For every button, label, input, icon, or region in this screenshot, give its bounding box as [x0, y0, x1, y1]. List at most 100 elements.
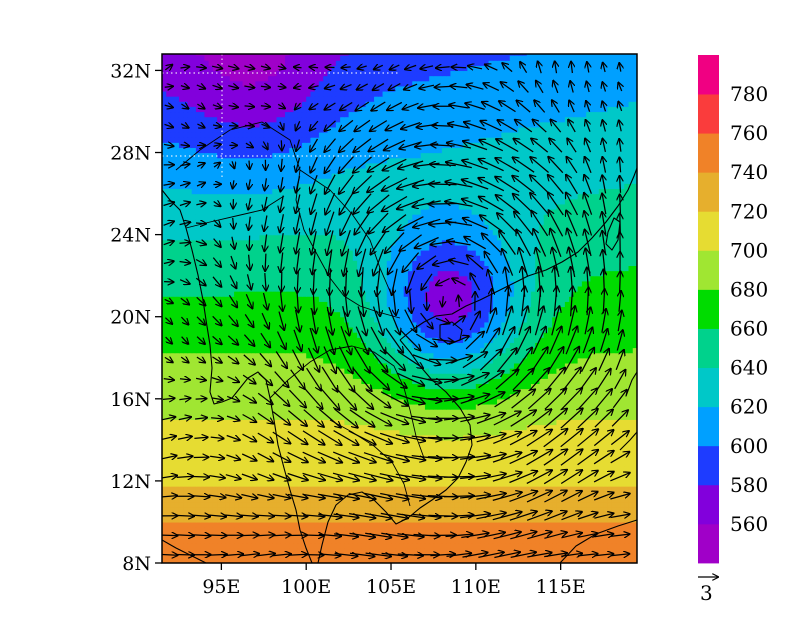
- contour-cell: [552, 383, 558, 390]
- contour-cell: [268, 537, 273, 544]
- contour-cell: [526, 357, 532, 364]
- contour-cell: [318, 506, 324, 513]
- contour-cell: [174, 444, 180, 451]
- contour-cell: [391, 403, 396, 410]
- contour-cell: [229, 455, 235, 461]
- contour-cell: [225, 537, 231, 544]
- contour-cell: [352, 393, 358, 400]
- contour-cell: [340, 434, 345, 441]
- contour-cell: [556, 527, 562, 533]
- contour-cell: [357, 501, 362, 508]
- contour-cell: [526, 393, 532, 400]
- contour-cell: [289, 393, 295, 400]
- contour-cell: [162, 342, 167, 349]
- contour-cell: [539, 403, 545, 410]
- contour-cell: [314, 439, 320, 446]
- contour-cell: [166, 424, 172, 431]
- contour-cell: [552, 393, 558, 400]
- contour-cell: [526, 450, 532, 456]
- contour-cell: [331, 480, 337, 487]
- contour-cell: [217, 480, 222, 487]
- contour-cell: [391, 429, 396, 436]
- contour-cell: [238, 342, 244, 349]
- contour-cell: [255, 424, 261, 431]
- contour-cell: [204, 480, 210, 487]
- contour-cell: [166, 506, 172, 513]
- contour-cell: [174, 378, 180, 385]
- contour-cell: [297, 460, 303, 467]
- contour-cell: [195, 419, 201, 426]
- contour-cell: [433, 409, 439, 415]
- contour-cell: [530, 439, 536, 446]
- contour-cell: [615, 557, 621, 563]
- contour-cell: [195, 444, 201, 451]
- contour-cell: [573, 342, 579, 349]
- contour-cell: [463, 511, 468, 518]
- contour-cell: [569, 542, 574, 549]
- contour-cell: [420, 465, 426, 472]
- contour-cell: [577, 480, 583, 487]
- contour-cell: [501, 557, 507, 563]
- contour-cell: [200, 455, 206, 461]
- contour-cell: [526, 475, 532, 482]
- contour-cell: [391, 480, 396, 487]
- contour-cell: [429, 444, 435, 451]
- contour-cell: [484, 419, 490, 426]
- contour-cell: [178, 486, 184, 492]
- contour-cell: [217, 511, 222, 518]
- contour-cell: [246, 496, 252, 503]
- contour-cell: [242, 511, 248, 518]
- contour-cell: [378, 439, 384, 446]
- contour-cell: [306, 337, 312, 343]
- contour-cell: [518, 557, 524, 563]
- contour-cell: [391, 368, 396, 374]
- contour-cell: [284, 501, 290, 508]
- contour-cell: [497, 439, 502, 446]
- contour-cell: [178, 393, 184, 400]
- contour-cell: [446, 342, 451, 349]
- contour-cell: [437, 537, 443, 544]
- contour-cell: [272, 393, 278, 400]
- contour-cell: [251, 501, 256, 508]
- contour-cell: [395, 414, 401, 420]
- contour-cell: [437, 439, 443, 446]
- contour-cell: [607, 342, 613, 349]
- contour-cell: [378, 486, 384, 492]
- contour-cell: [505, 439, 511, 446]
- contour-cell: [365, 414, 371, 420]
- contour-cell: [229, 383, 235, 390]
- contour-cell: [471, 429, 477, 436]
- contour-cell: [403, 337, 409, 343]
- contour-cell: [488, 368, 494, 374]
- contour-cell: [378, 414, 384, 420]
- contour-cell: [310, 368, 316, 374]
- contour-cell: [437, 542, 443, 549]
- contour-cell: [386, 527, 392, 533]
- contour-cell: [577, 542, 583, 549]
- contour-cell: [162, 491, 167, 497]
- contour-cell: [509, 362, 515, 369]
- contour-cell: [518, 521, 524, 528]
- contour-cell: [212, 342, 218, 349]
- contour-cell: [569, 347, 574, 354]
- contour-cell: [594, 557, 600, 563]
- contour-cell: [522, 383, 528, 390]
- contour-cell: [352, 362, 358, 369]
- contour-cell: [433, 352, 439, 359]
- contour-cell: [454, 409, 460, 415]
- contour-cell: [323, 496, 328, 503]
- contour-cell: [441, 332, 447, 338]
- contour-cell: [505, 429, 511, 436]
- contour-cell: [624, 542, 630, 549]
- contour-cell: [624, 460, 630, 467]
- contour-cell: [272, 368, 278, 374]
- contour-cell: [632, 450, 637, 456]
- contour-cell: [488, 547, 494, 554]
- contour-cell: [174, 373, 180, 379]
- contour-cell: [208, 491, 214, 497]
- contour-cell: [467, 557, 473, 563]
- contour-cell: [437, 398, 443, 405]
- contour-cell: [509, 450, 515, 456]
- contour-cell: [259, 527, 265, 533]
- contour-cell: [556, 419, 562, 426]
